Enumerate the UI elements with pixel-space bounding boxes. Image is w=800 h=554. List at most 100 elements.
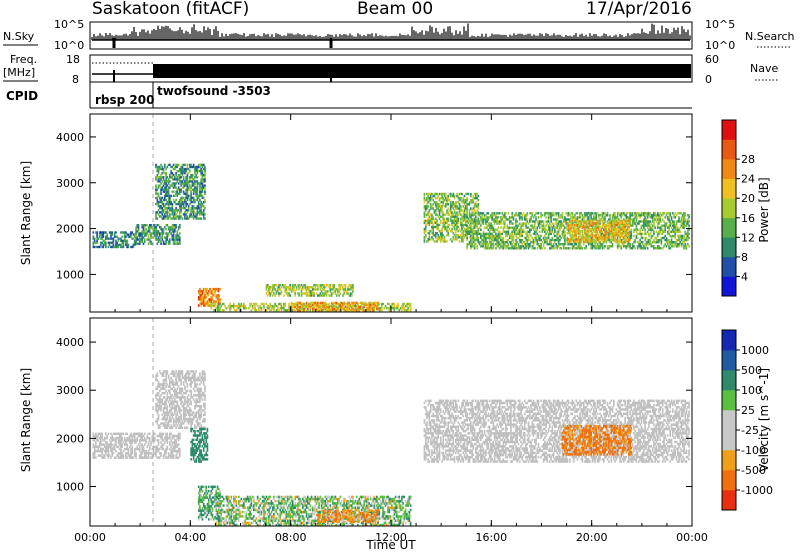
data-cell <box>633 228 635 231</box>
data-cell <box>328 286 330 289</box>
data-cell <box>423 199 426 202</box>
data-cell <box>427 205 430 208</box>
data-cell <box>481 212 483 215</box>
data-cell <box>162 232 165 235</box>
data-cell <box>545 224 547 227</box>
data-cell <box>685 232 688 236</box>
data-cell <box>343 284 345 287</box>
data-cell <box>587 243 590 246</box>
data-cell <box>274 284 277 287</box>
data-cell <box>175 182 177 185</box>
data-cell <box>591 223 594 227</box>
data-cell <box>106 237 108 240</box>
data-cell <box>512 236 515 240</box>
data-cell <box>480 236 482 240</box>
data-cell <box>608 221 610 225</box>
data-cell <box>682 220 684 223</box>
data-cell <box>284 290 287 293</box>
data-cell <box>156 217 159 220</box>
data-cell <box>171 217 174 220</box>
data-cell <box>307 304 309 308</box>
data-cell <box>616 221 619 225</box>
data-cell <box>167 215 170 218</box>
data-cell <box>540 212 542 215</box>
data-cell <box>688 220 690 223</box>
data-cell <box>179 207 181 210</box>
data-cell <box>468 215 471 218</box>
data-cell <box>520 234 522 238</box>
data-cell <box>307 294 309 297</box>
data-cell <box>478 212 481 215</box>
data-cell <box>497 238 500 242</box>
data-cell <box>604 245 606 248</box>
data-cell <box>160 176 162 179</box>
data-cell <box>600 245 603 248</box>
data-cell <box>461 238 463 241</box>
data-cell <box>496 220 498 223</box>
data-cell <box>197 296 200 299</box>
data-cell <box>615 230 618 233</box>
data-cell <box>682 241 684 244</box>
data-cell <box>202 196 205 200</box>
data-cell <box>207 290 210 293</box>
data-cell <box>462 217 465 220</box>
data-cell <box>614 225 616 229</box>
data-cell <box>155 226 157 229</box>
data-cell <box>424 209 427 212</box>
data-cell <box>659 226 662 229</box>
data-cell <box>347 292 349 295</box>
data-cell <box>520 241 522 244</box>
data-cell <box>579 221 581 225</box>
data-cell <box>444 194 447 198</box>
data-cell <box>308 305 310 309</box>
data-cell <box>495 216 497 219</box>
data-cell <box>249 304 251 308</box>
data-cell <box>668 224 670 227</box>
data-cell <box>620 238 623 242</box>
data-cell <box>604 216 606 219</box>
data-cell <box>105 231 107 234</box>
data-cell <box>320 284 323 287</box>
data-cell <box>444 197 447 200</box>
data-cell <box>332 307 334 311</box>
noise-panel: 10^5 10^0 10^5 10^0 N.Sky N.Search <box>3 18 795 52</box>
data-cell <box>179 240 181 243</box>
data-cell <box>278 288 280 291</box>
data-cell <box>562 245 565 248</box>
data-cell <box>460 209 462 212</box>
data-cell <box>330 288 333 291</box>
data-cell <box>216 309 219 312</box>
data-cell <box>653 220 655 223</box>
data-cell <box>496 212 498 215</box>
data-cell <box>161 238 164 241</box>
data-cell <box>678 218 680 221</box>
noise-right-tick-top: 10^5 <box>705 18 735 31</box>
data-cell <box>526 243 529 246</box>
data-cell <box>611 232 614 235</box>
data-cell <box>624 219 626 222</box>
data-cell <box>572 238 575 242</box>
data-cell <box>491 234 493 238</box>
data-cell <box>556 218 559 221</box>
data-cell <box>546 220 549 223</box>
data-cell <box>569 214 571 217</box>
data-cell <box>171 184 174 187</box>
data-cell <box>458 207 461 210</box>
data-cell <box>676 220 679 223</box>
data-cell <box>557 230 560 233</box>
data-cell <box>585 226 588 229</box>
data-cell <box>300 303 303 307</box>
data-cell <box>434 221 437 225</box>
data-cell <box>659 238 662 242</box>
data-cell <box>658 245 660 248</box>
data-cell <box>551 230 554 233</box>
data-cell <box>424 199 427 202</box>
data-cell <box>503 241 506 244</box>
data-cell <box>500 238 502 242</box>
data-cell <box>279 307 282 310</box>
data-cell <box>582 224 585 227</box>
data-cell <box>288 302 290 306</box>
data-cell <box>675 228 678 231</box>
data-cell <box>335 288 338 291</box>
data-cell <box>125 235 127 238</box>
